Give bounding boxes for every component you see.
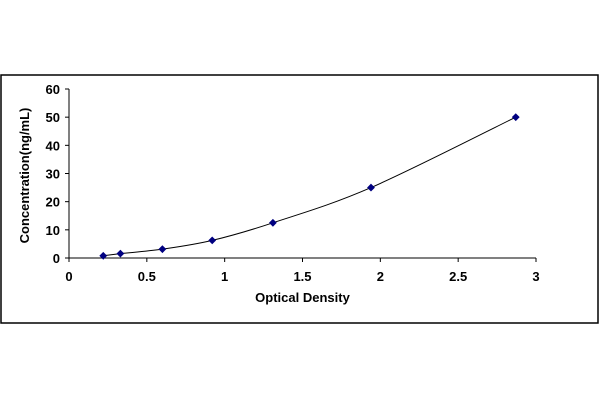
x-tick-label: 1 [221, 269, 228, 284]
x-tick-label: 2.5 [449, 269, 467, 284]
x-tick-label: 0.5 [138, 269, 156, 284]
chart-border [0, 74, 599, 324]
x-tick-label: 0 [65, 269, 72, 284]
x-tick-label: 3 [532, 269, 539, 284]
x-tick-label: 1.5 [293, 269, 311, 284]
plot-area: 0 0.5 1 1.5 2 2.5 3 0 10 20 30 40 50 60 [46, 82, 540, 284]
data-point-marker [99, 251, 108, 260]
data-point-marker [116, 249, 125, 258]
data-points [99, 113, 520, 260]
y-axis-label: Concentration(ng/mL) [17, 108, 32, 244]
x-tick-label: 2 [377, 269, 384, 284]
data-point-marker [208, 236, 217, 245]
y-tick-label: 20 [46, 195, 60, 210]
y-tick-label: 0 [53, 251, 60, 266]
y-tick-label: 10 [46, 223, 60, 238]
y-tick-label: 30 [46, 167, 60, 182]
data-point-marker [269, 218, 277, 227]
data-point-marker [367, 183, 375, 192]
y-tick-label: 40 [46, 138, 60, 153]
y-tick-label: 60 [46, 82, 60, 97]
y-tick-label: 50 [46, 110, 60, 125]
y-axis-ticks: 0 10 20 30 40 50 60 [46, 82, 69, 266]
data-point-marker [158, 245, 167, 254]
x-axis-ticks: 0 0.5 1 1.5 2 2.5 3 [65, 258, 540, 284]
data-point-marker [511, 113, 520, 122]
x-axis-label: Optical Density [255, 290, 350, 305]
